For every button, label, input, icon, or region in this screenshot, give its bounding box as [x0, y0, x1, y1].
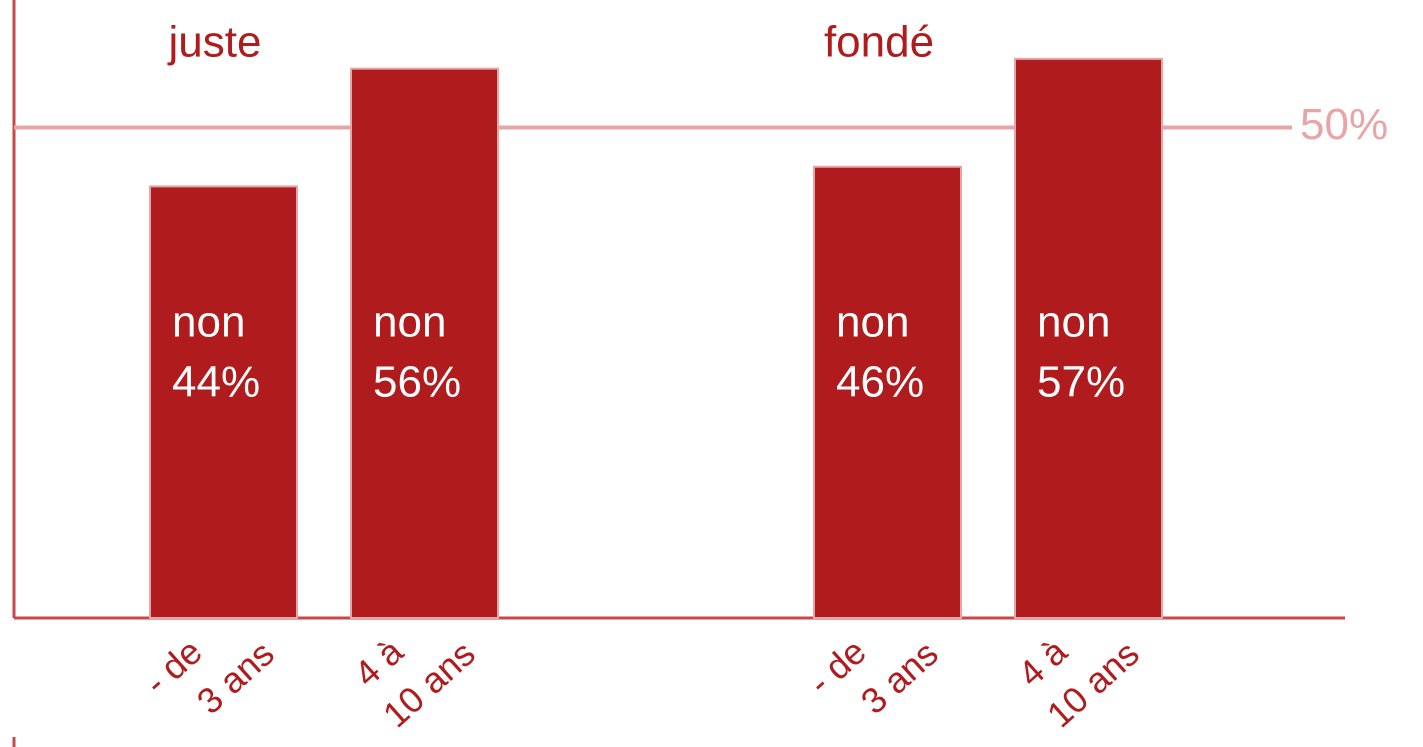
value-label: 44%: [172, 358, 260, 407]
bar: [149, 185, 298, 619]
x-tick-label: 3 ans: [189, 633, 282, 722]
value-label: 46%: [836, 358, 924, 407]
group-label: fondé: [824, 18, 934, 67]
reference-label: 50%: [1300, 100, 1388, 149]
group-label: juste: [167, 18, 262, 67]
bar: [813, 165, 962, 619]
bar-label: non: [373, 298, 446, 347]
value-label: 57%: [1037, 358, 1125, 407]
x-tick-label: 3 ans: [853, 633, 946, 722]
bar-label: non: [172, 298, 245, 347]
value-label: 56%: [373, 358, 461, 407]
bar-label: non: [1037, 298, 1110, 347]
bar-label: non: [836, 298, 909, 347]
bar: [1014, 57, 1163, 620]
bar: [350, 67, 499, 619]
